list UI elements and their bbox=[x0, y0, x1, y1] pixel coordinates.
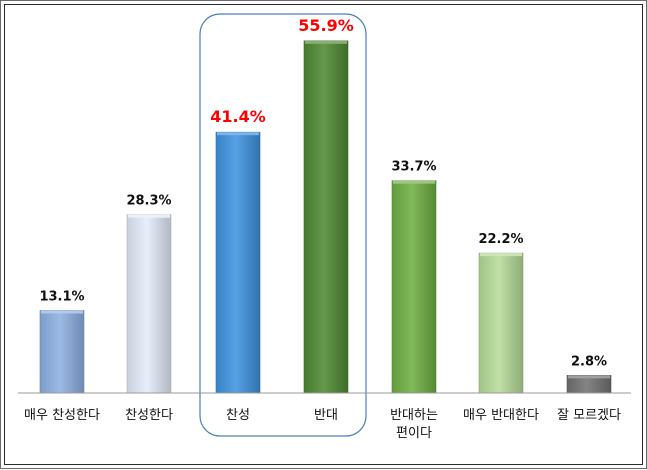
bar-cap-3 bbox=[305, 40, 347, 44]
category-label-2: 찬성 bbox=[226, 408, 250, 423]
value-label-1: 28.3% bbox=[126, 194, 171, 209]
value-label-6: 2.8% bbox=[571, 354, 607, 369]
bar-cap-2 bbox=[217, 132, 259, 136]
value-label-5: 22.2% bbox=[478, 232, 523, 247]
bar-2 bbox=[215, 131, 261, 394]
category-label-5: 매우 반대한다 bbox=[463, 408, 539, 423]
value-label-3: 55.9% bbox=[298, 16, 354, 35]
bar-3 bbox=[303, 40, 349, 394]
bar-cap-0 bbox=[41, 310, 83, 314]
category-label-6: 잘 모르겠다 bbox=[557, 408, 621, 423]
category-label-4-line0: 반대하는 bbox=[390, 408, 438, 423]
highlight-box bbox=[199, 13, 367, 437]
bar-cap-6 bbox=[568, 375, 610, 379]
bar-cap-1 bbox=[128, 214, 170, 218]
bar-0 bbox=[39, 310, 85, 394]
value-label-0: 13.1% bbox=[39, 289, 84, 304]
category-label-3: 반대 bbox=[314, 408, 338, 423]
category-label-0: 매우 찬성한다 bbox=[24, 408, 100, 423]
bar-5 bbox=[478, 252, 524, 394]
bar-4 bbox=[391, 180, 437, 394]
value-label-2: 41.4% bbox=[210, 107, 266, 126]
category-label-1: 찬성한다 bbox=[125, 408, 173, 423]
bar-cap-4 bbox=[393, 180, 435, 184]
category-label-4-line1: 편이다 bbox=[396, 426, 432, 441]
value-label-4: 33.7% bbox=[391, 160, 436, 175]
bar-cap-5 bbox=[480, 253, 522, 257]
bar-1 bbox=[126, 214, 172, 394]
